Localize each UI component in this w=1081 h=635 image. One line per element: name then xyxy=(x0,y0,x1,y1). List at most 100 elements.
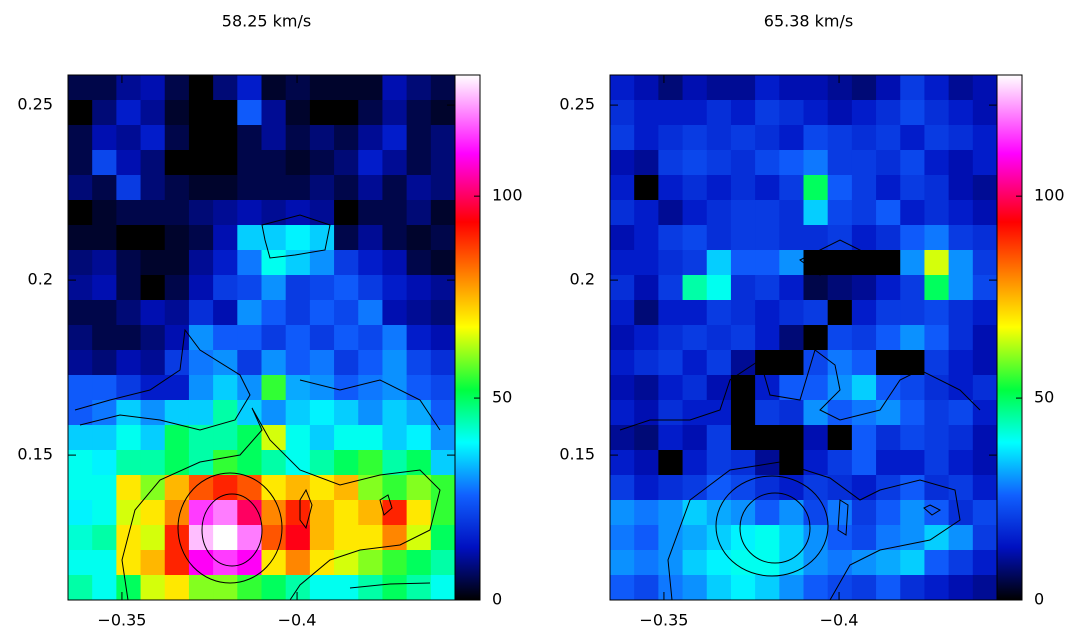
heatmap-cell xyxy=(900,100,925,126)
heatmap-cell xyxy=(682,275,708,301)
heatmap-cell xyxy=(827,75,853,101)
heatmap-cell xyxy=(779,300,804,326)
heatmap-cell xyxy=(610,525,635,551)
heatmap-cell xyxy=(634,350,659,376)
heatmap-cell xyxy=(803,475,829,501)
heatmap-cell xyxy=(261,150,287,176)
heatmap-cell xyxy=(334,525,359,551)
contour xyxy=(74,328,251,431)
heatmap-cell xyxy=(900,475,925,501)
heatmap-cell xyxy=(213,100,238,126)
heatmap-cell xyxy=(382,400,408,426)
colorbar-tick-label: 0 xyxy=(1034,590,1044,609)
x-tick-label: −0.4 xyxy=(820,611,859,630)
heatmap-cell xyxy=(924,425,950,451)
heatmap-cell xyxy=(827,425,853,451)
heatmap-cell xyxy=(682,250,708,276)
heatmap-cell xyxy=(430,150,456,176)
heatmap-cell xyxy=(237,125,262,151)
heatmap-cell xyxy=(972,125,998,151)
heatmap-cell xyxy=(972,325,998,351)
heatmap-cell xyxy=(706,75,732,101)
heatmap-cell xyxy=(755,525,780,551)
heatmap-cell xyxy=(92,250,117,276)
heatmap-cell xyxy=(430,525,456,551)
heatmap-cell xyxy=(682,150,708,176)
heatmap-cell xyxy=(610,175,635,201)
heatmap-cell xyxy=(948,450,974,476)
heatmap-cell xyxy=(188,100,214,126)
heatmap-cell xyxy=(237,275,262,301)
heatmap-cell xyxy=(309,275,335,301)
heatmap-cell xyxy=(92,350,117,376)
heatmap-cell xyxy=(972,425,998,451)
heatmap-cell xyxy=(430,225,456,251)
heatmap-cell xyxy=(803,525,829,551)
heatmap-cell xyxy=(682,500,708,526)
heatmap-cell xyxy=(309,350,335,376)
heatmap-cell xyxy=(68,500,93,526)
heatmap-cell xyxy=(430,325,456,351)
heatmap-cell xyxy=(382,425,408,451)
heatmap-cell xyxy=(803,250,829,276)
heatmap-cell xyxy=(730,200,756,226)
heatmap-cell xyxy=(237,425,262,451)
heatmap-cell xyxy=(213,275,238,301)
heatmap-cell xyxy=(188,125,214,151)
heatmap-cell xyxy=(213,475,238,501)
heatmap-cell xyxy=(900,350,925,376)
heatmap-cell xyxy=(309,325,335,351)
heatmap-cell xyxy=(682,175,708,201)
heatmap-cell xyxy=(876,300,901,326)
heatmap-cell xyxy=(188,225,214,251)
heatmap-cell xyxy=(285,375,311,401)
heatmap-cell xyxy=(237,475,262,501)
heatmap-cell xyxy=(334,425,359,451)
heatmap-cell xyxy=(140,400,166,426)
y-tick-label: 0.2 xyxy=(28,270,53,289)
heatmap-cell xyxy=(358,500,383,526)
heatmap-cell xyxy=(92,500,117,526)
heatmap-cell xyxy=(188,200,214,226)
heatmap-cell xyxy=(92,225,117,251)
heatmap-cell xyxy=(682,425,708,451)
heatmap-cell xyxy=(406,250,432,276)
heatmap-cell xyxy=(68,400,93,426)
heatmap-cell xyxy=(634,525,659,551)
heatmap-cell xyxy=(948,250,974,276)
heatmap-cell xyxy=(140,450,166,476)
heatmap-cell xyxy=(658,275,684,301)
heatmap-cell xyxy=(164,550,190,576)
heatmap-cell xyxy=(334,250,359,276)
heatmap-cell xyxy=(803,400,829,426)
heatmap-cell xyxy=(237,200,262,226)
heatmap-cell xyxy=(140,250,166,276)
heatmap-cell xyxy=(706,475,732,501)
heatmap-cell xyxy=(382,550,408,576)
heatmap-cell xyxy=(972,525,998,551)
heatmap-cell xyxy=(972,475,998,501)
heatmap-cell xyxy=(213,225,238,251)
heatmap-cell xyxy=(755,325,780,351)
heatmap-cell xyxy=(213,550,238,576)
heatmap-cell xyxy=(658,400,684,426)
heatmap-cell xyxy=(779,550,804,576)
heatmap-cell xyxy=(900,450,925,476)
heatmap-cell xyxy=(948,125,974,151)
heatmap-cell xyxy=(358,550,383,576)
heatmap-cell xyxy=(382,100,408,126)
heatmap-cell xyxy=(803,325,829,351)
heatmap-cell xyxy=(876,225,901,251)
heatmap-cell xyxy=(730,75,756,101)
heatmap-cell xyxy=(682,225,708,251)
heatmap-cell xyxy=(92,550,117,576)
heatmap-cell xyxy=(358,400,383,426)
heatmap-cell xyxy=(309,400,335,426)
contour xyxy=(349,582,431,589)
heatmap-cell xyxy=(430,125,456,151)
heatmap-cell xyxy=(876,150,901,176)
heatmap-cell xyxy=(803,550,829,576)
heatmap-cell xyxy=(610,125,635,151)
heatmap-cell xyxy=(334,100,359,126)
